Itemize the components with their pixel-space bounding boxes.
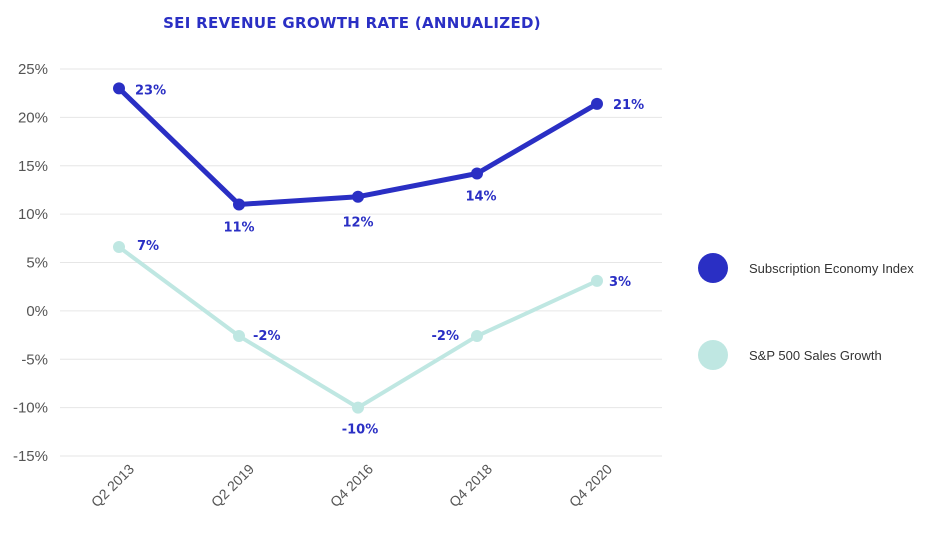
- series: [113, 82, 603, 414]
- data-label: 3%: [609, 275, 631, 290]
- data-point: [352, 401, 364, 414]
- data-point: [233, 330, 245, 343]
- legend-swatch: [698, 253, 728, 283]
- y-tick-label: 10%: [18, 206, 48, 223]
- data-label: 14%: [465, 189, 496, 204]
- y-tick-label: 25%: [18, 61, 48, 78]
- y-tick-label: -10%: [13, 400, 48, 417]
- x-tick-label: Q2 2019: [208, 461, 257, 510]
- data-label: 23%: [135, 83, 166, 98]
- data-labels: 7% -2% -10% -2% 3% 23% 11% 12% 14% 21%: [135, 83, 644, 437]
- data-point: [591, 97, 603, 110]
- y-tick-label: 20%: [18, 109, 48, 126]
- y-tick-label: -5%: [21, 351, 48, 368]
- y-tick-label: 0%: [26, 303, 48, 320]
- legend-label: Subscription Economy Index: [749, 261, 914, 276]
- x-tick-label: Q4 2020: [566, 461, 615, 510]
- data-point: [113, 82, 125, 95]
- y-tick-label: -15%: [13, 448, 48, 465]
- data-label: 7%: [137, 239, 159, 254]
- data-point: [471, 330, 483, 343]
- data-label: -2%: [253, 329, 280, 344]
- gridlines: [60, 68, 662, 457]
- legend-label: S&P 500 Sales Growth: [749, 348, 882, 363]
- data-label: 11%: [223, 220, 254, 235]
- y-axis-ticks: 25% 20% 15% 10% 5% 0% -5% -10% -15%: [13, 61, 48, 465]
- series-line: [116, 85, 600, 207]
- data-point: [352, 190, 364, 203]
- legend-swatch: [698, 340, 728, 370]
- data-point: [233, 198, 245, 211]
- x-axis-ticks: Q2 2013 Q2 2019 Q4 2016 Q4 2018 Q4 2020: [88, 461, 615, 510]
- data-label: 21%: [613, 98, 644, 113]
- data-label: -2%: [432, 329, 459, 344]
- data-label: 12%: [342, 216, 373, 231]
- y-tick-label: 15%: [18, 158, 48, 175]
- data-point: [471, 167, 483, 180]
- legend: Subscription Economy Index S&P 500 Sales …: [698, 253, 914, 370]
- x-tick-label: Q4 2016: [327, 461, 376, 510]
- x-tick-label: Q2 2013: [88, 461, 137, 510]
- x-tick-label: Q4 2018: [446, 461, 495, 510]
- series-line: [117, 245, 599, 410]
- data-label: -10%: [342, 423, 379, 438]
- data-point: [591, 274, 603, 287]
- chart-title: SEI REVENUE GROWTH RATE (ANNUALIZED): [163, 14, 541, 32]
- data-point: [113, 241, 125, 254]
- y-tick-label: 5%: [26, 255, 48, 272]
